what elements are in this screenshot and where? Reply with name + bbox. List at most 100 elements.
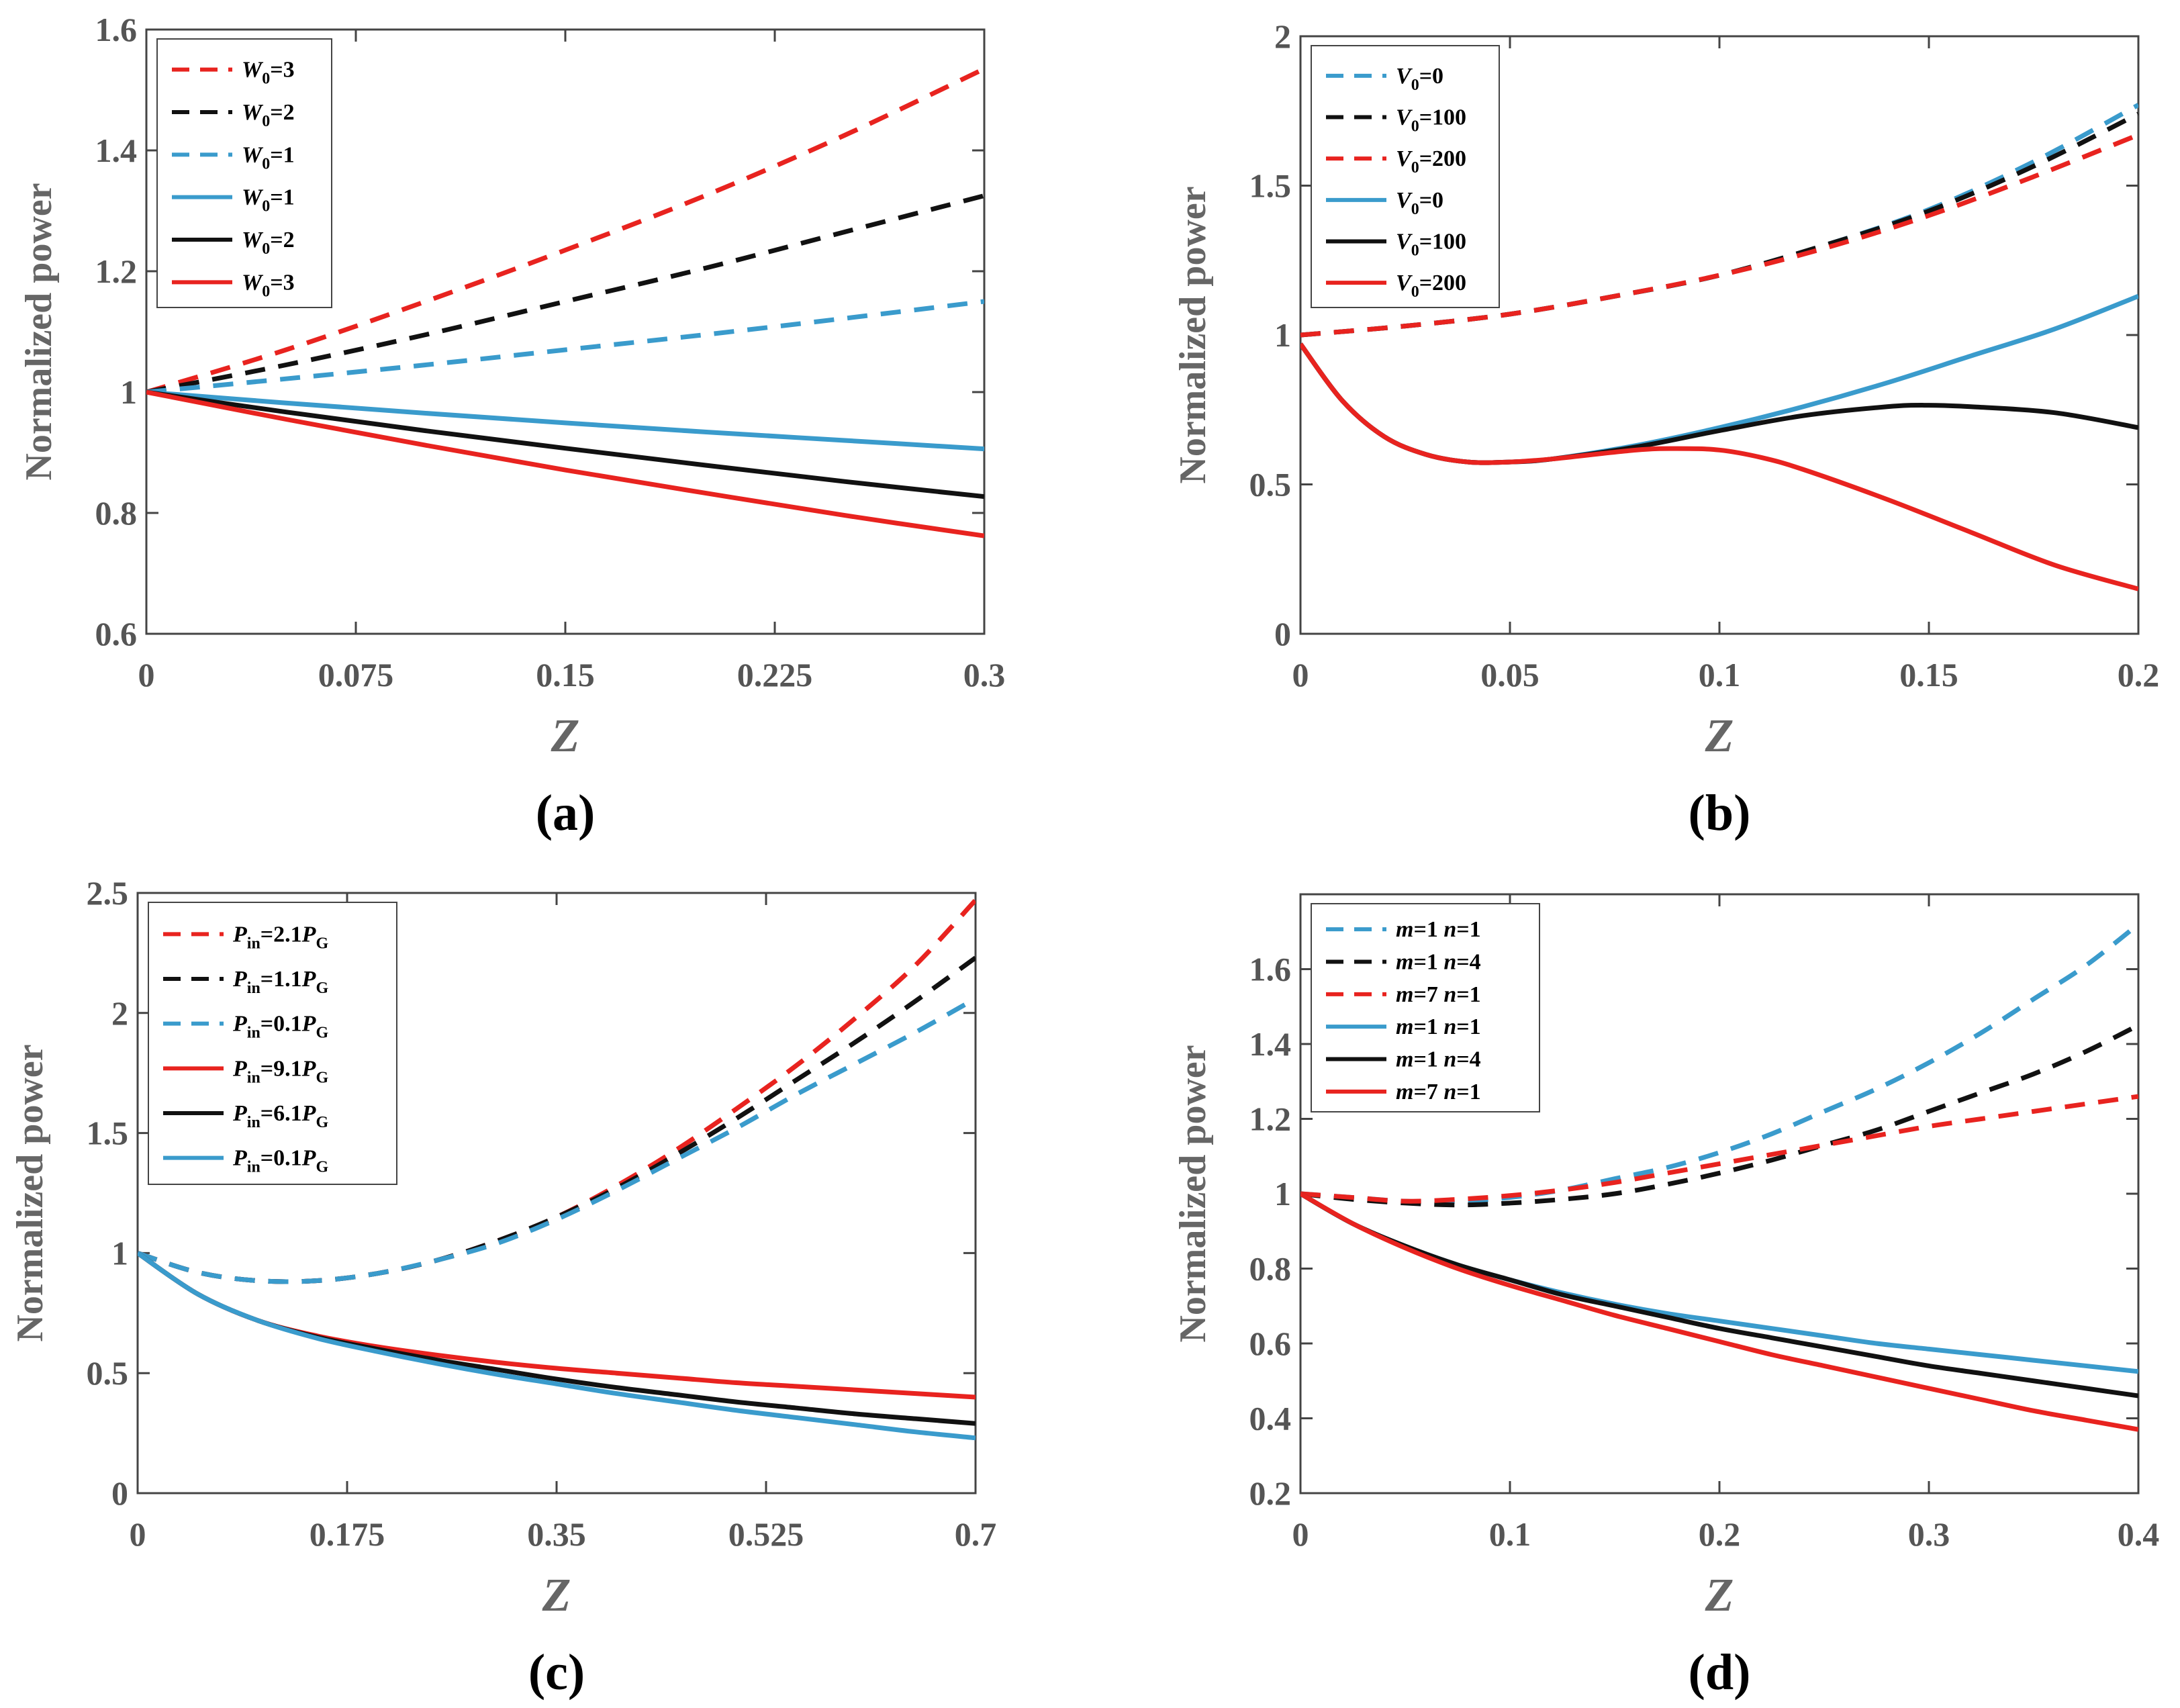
legend-entry: W0=1 bbox=[242, 185, 295, 216]
y-tick-label: 1.6 bbox=[95, 11, 138, 48]
legend-token: P bbox=[232, 1012, 247, 1037]
x-tick-label: 0.15 bbox=[1899, 656, 1958, 694]
series-line-solid bbox=[1300, 1191, 2138, 1432]
series-line-solid bbox=[146, 389, 984, 538]
legend-token: =9.1 bbox=[260, 1056, 302, 1081]
legend-token: =6.1 bbox=[260, 1101, 302, 1126]
legend-token: 1 bbox=[1470, 1080, 1481, 1104]
legend-token: 1 bbox=[1470, 1014, 1481, 1039]
x-tick-label: 0 bbox=[1292, 656, 1309, 694]
legend-token: P bbox=[232, 1146, 247, 1171]
legend-token: W bbox=[242, 142, 264, 167]
y-tick-label: 0.5 bbox=[1249, 466, 1292, 504]
legend-token: V bbox=[1396, 230, 1413, 254]
legend-token: =100 bbox=[1419, 230, 1466, 254]
legend-token: n bbox=[1438, 982, 1456, 1007]
legend-token: 1 bbox=[1470, 982, 1481, 1007]
legend-entry: m=1 n=4 bbox=[1396, 950, 1481, 975]
legend-token: = bbox=[1413, 1014, 1426, 1039]
x-tick-label: 0.4 bbox=[2118, 1515, 2160, 1553]
legend-entry: V0=200 bbox=[1396, 271, 1466, 301]
legend-token: 0 bbox=[262, 283, 270, 300]
legend-token: 7 bbox=[1427, 1080, 1438, 1104]
x-axis-label: Z bbox=[542, 1570, 571, 1621]
legend-token: V bbox=[1396, 271, 1413, 295]
legend-token: n bbox=[1438, 917, 1456, 942]
legend-token: =0.1 bbox=[260, 1146, 302, 1171]
legend-token: = bbox=[1413, 1047, 1426, 1072]
y-tick-label: 2 bbox=[111, 994, 128, 1032]
chart-panel-c: 0 0.175 0.35 0.525 0.7 0 0.5 1 1.5 2 2.5 Z Normalize… bbox=[9, 874, 996, 1701]
legend-token: 1 bbox=[1427, 950, 1438, 975]
chart-panel-a: 0 0.075 0.15 0.225 0.3 0.6 0.8 1 1.2 1.4 1.6 Z Norma… bbox=[18, 11, 1005, 841]
legend-token: m bbox=[1396, 982, 1413, 1007]
panel-caption: (d) bbox=[1689, 1644, 1751, 1701]
legend-token: W bbox=[242, 185, 264, 210]
legend-token: n bbox=[1438, 1047, 1456, 1072]
x-tick-label: 0.1 bbox=[1699, 656, 1741, 694]
legend-token: in bbox=[247, 1025, 260, 1042]
legend: m=1 n=1m=1 n=4m=7 n=1m=1 n=1m=1 n=4m=7 n… bbox=[1311, 903, 1540, 1112]
legend-token: = bbox=[1413, 917, 1426, 942]
legend-token: =3 bbox=[270, 270, 294, 295]
legend-box bbox=[1311, 903, 1540, 1112]
legend-token: P bbox=[301, 1012, 316, 1037]
legend-entry: Pin=2.1PG bbox=[232, 922, 328, 952]
panel-caption: (b) bbox=[1689, 785, 1751, 841]
x-tick-label: 0.3 bbox=[1908, 1515, 1950, 1553]
legend-token: 0 bbox=[262, 113, 270, 130]
legend-token: n bbox=[1438, 1080, 1456, 1104]
legend-entry: V0=0 bbox=[1396, 188, 1443, 218]
x-tick-label: 0.2 bbox=[2118, 656, 2160, 694]
legend-token: G bbox=[316, 935, 328, 952]
legend-token: 0 bbox=[1411, 77, 1419, 94]
y-tick-label: 2 bbox=[1274, 17, 1291, 55]
y-tick-label: 1 bbox=[111, 1234, 128, 1272]
legend-token: W bbox=[242, 270, 264, 295]
x-axis-label: Z bbox=[1705, 710, 1734, 762]
x-tick-label: 0.075 bbox=[318, 656, 394, 694]
y-axis-label: Normalized power bbox=[1172, 1045, 1214, 1342]
legend-token: G bbox=[316, 980, 328, 997]
legend-entry: V0=100 bbox=[1396, 230, 1466, 260]
legend-token: P bbox=[232, 1101, 247, 1126]
legend-token: W bbox=[242, 58, 264, 83]
legend-entry: W0=3 bbox=[242, 270, 295, 300]
y-tick-label: 0 bbox=[1274, 615, 1291, 653]
x-tick-label: 0 bbox=[1292, 1515, 1309, 1553]
series-line-solid bbox=[1300, 342, 2138, 465]
legend-entry: W0=2 bbox=[242, 100, 295, 130]
legend-token: 0 bbox=[1411, 118, 1419, 136]
legend-token: = bbox=[1456, 1080, 1469, 1104]
series-line-dashed bbox=[146, 193, 984, 395]
series-line-solid bbox=[138, 1251, 976, 1400]
legend-token: 0 bbox=[1411, 242, 1419, 260]
y-tick-label: 0.8 bbox=[1249, 1250, 1292, 1288]
legend-entry: Pin=1.1PG bbox=[232, 967, 328, 997]
legend-token: P bbox=[301, 1146, 316, 1171]
legend-token: =200 bbox=[1419, 146, 1466, 171]
x-tick-label: 0.15 bbox=[536, 656, 595, 694]
legend-token: 0 bbox=[1411, 159, 1419, 177]
x-tick-label: 0.1 bbox=[1489, 1515, 1531, 1553]
legend-entry: m=1 n=1 bbox=[1396, 1014, 1481, 1039]
x-axis-label: Z bbox=[551, 710, 580, 762]
legend-box bbox=[156, 38, 332, 308]
legend-token: 0 bbox=[262, 155, 270, 173]
x-tick-label: 0.225 bbox=[737, 656, 813, 694]
legend-token: V bbox=[1396, 188, 1413, 213]
x-tick-label: 0.7 bbox=[955, 1515, 997, 1553]
legend-token: 1 bbox=[1427, 1014, 1438, 1039]
legend-token: = bbox=[1413, 1080, 1426, 1104]
y-tick-label: 0.4 bbox=[1249, 1400, 1292, 1437]
y-tick-label: 2.5 bbox=[87, 874, 129, 912]
legend-token: W bbox=[242, 100, 264, 125]
y-tick-label: 0.6 bbox=[95, 615, 138, 653]
x-tick-label: 0.35 bbox=[527, 1515, 586, 1553]
legend-token: 0 bbox=[262, 70, 270, 88]
legend-entry: V0=0 bbox=[1396, 64, 1443, 94]
legend-token: m bbox=[1396, 917, 1413, 942]
y-tick-label: 0.6 bbox=[1249, 1325, 1292, 1362]
